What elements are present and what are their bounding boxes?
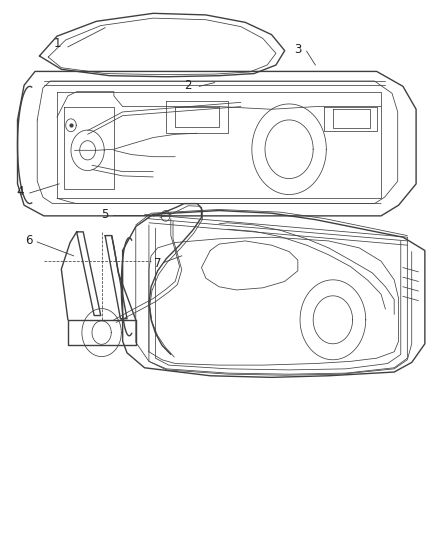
- Text: 5: 5: [102, 208, 109, 221]
- Text: 6: 6: [25, 235, 32, 247]
- Text: 4: 4: [16, 185, 24, 198]
- Text: 7: 7: [154, 257, 162, 270]
- Text: 1: 1: [53, 37, 61, 50]
- Text: 3: 3: [294, 43, 301, 55]
- Text: 2: 2: [184, 79, 192, 92]
